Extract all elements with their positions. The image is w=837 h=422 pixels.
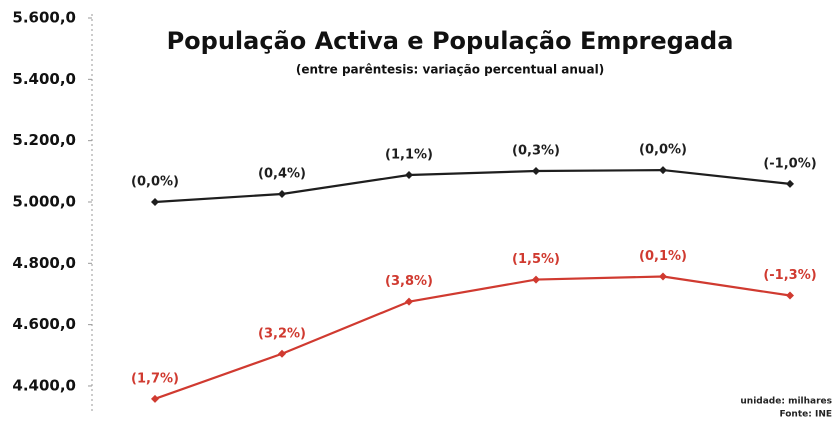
point-label: (0,0%)	[639, 143, 687, 158]
point	[532, 167, 540, 176]
point-label: (0,1%)	[639, 249, 687, 264]
point	[405, 297, 413, 306]
note: Fonte: INE	[779, 410, 832, 420]
point	[151, 394, 159, 403]
point-label: (-1,0%)	[763, 156, 816, 171]
y-tick-label: 5.000,0	[12, 192, 76, 210]
note: unidade: milhares	[740, 397, 832, 407]
point	[786, 179, 794, 188]
y-tick-label: 5.600,0	[12, 9, 76, 27]
point-label: (0,4%)	[258, 167, 306, 182]
point	[532, 275, 540, 284]
point	[278, 190, 286, 199]
point-label: (0,0%)	[131, 174, 179, 189]
y-tick-label: 4.400,0	[12, 376, 76, 394]
point-label: (3,8%)	[385, 274, 433, 289]
series-line	[154, 168, 791, 204]
point	[659, 166, 667, 175]
point	[151, 197, 159, 206]
point-label: (1,1%)	[385, 148, 433, 163]
y-tick-label: 4.600,0	[12, 315, 76, 333]
point	[278, 349, 286, 358]
chart-subtitle: (entre parêntesis: variação percentual a…	[296, 63, 604, 77]
point	[659, 272, 667, 281]
y-tick-label: 5.200,0	[12, 131, 76, 149]
y-tick-label: 5.400,0	[12, 70, 76, 88]
point-label: (1,5%)	[512, 252, 560, 267]
y-tick-label: 4.800,0	[12, 254, 76, 272]
chart-title: População Activa e População Empregada	[167, 27, 734, 55]
point-label: (-1,3%)	[763, 268, 816, 283]
point-label: (1,7%)	[131, 371, 179, 386]
point-label: (0,3%)	[512, 144, 560, 159]
series-line	[154, 275, 791, 400]
point	[405, 171, 413, 179]
point-label: (3,2%)	[258, 326, 306, 341]
point	[786, 291, 794, 300]
